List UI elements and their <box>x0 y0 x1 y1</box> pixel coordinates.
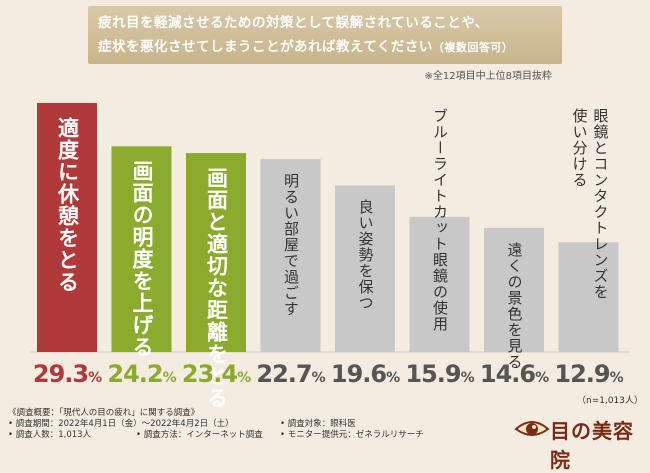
question-line-2: 症状を悪化させてしまうことがあれば教えてください <box>98 39 433 55</box>
value-label: 19.6% <box>325 360 405 388</box>
value-label: 12.9% <box>549 360 629 388</box>
value-unit: % <box>386 370 400 386</box>
value-unit: % <box>88 370 102 386</box>
value-number: 23.4 <box>181 360 238 388</box>
category-label-line: 使い分ける <box>570 108 589 188</box>
value-unit: % <box>460 370 475 386</box>
respondent-count: （n=1,013人） <box>577 396 644 406</box>
bar-6 <box>409 216 470 352</box>
value-number: 19.6 <box>330 360 387 388</box>
value-number: 29.3 <box>32 360 89 388</box>
value-number: 24.2 <box>107 360 163 388</box>
brand-logo: 目の美容院 <box>512 413 634 472</box>
category-label-line: 適度に休憩をとる <box>55 116 80 293</box>
value-label: 22.7% <box>251 360 331 388</box>
category-label-line: 良い姿勢を保つ <box>356 199 375 312</box>
category-label-line: 明るい部屋で過ごす <box>282 173 300 318</box>
survey-period: • 調査期間：2022年4月1日（金）～2022年4月2日（土） <box>8 419 234 429</box>
survey-target: • 調査対象：眼科医 <box>280 419 356 429</box>
value-label: 23.4% <box>176 360 256 388</box>
category-label: 遠くの景色を見る <box>505 242 524 370</box>
value-unit: % <box>162 370 177 386</box>
value-label: 24.2% <box>102 360 182 388</box>
eye-icon <box>514 421 550 436</box>
value-unit: % <box>609 370 624 386</box>
value-label: 14.6% <box>474 360 554 388</box>
value-unit: % <box>237 370 251 386</box>
survey-footer: 《調査概要：「現代人の目の疲れ」に関する調査》 • 調査期間：2022年4月1日… <box>8 408 508 441</box>
value-number: 15.9 <box>405 360 461 388</box>
logo-text: 目の美容院 <box>550 419 634 472</box>
bar-1 <box>37 102 97 352</box>
value-unit: % <box>535 370 549 386</box>
category-label-line: 遠くの景色を見る <box>505 241 524 370</box>
category-label: 良い姿勢を保つ <box>356 199 375 311</box>
category-label-line: 眼鏡とコンタクトレンズを <box>591 108 610 300</box>
value-number: 22.7 <box>256 360 312 388</box>
question-suffix: （複数回答可） <box>432 41 514 54</box>
category-label: 画面と適切な距離をとる <box>204 167 229 409</box>
bar-7 <box>484 227 544 352</box>
value-number: 14.6 <box>479 360 536 388</box>
category-label: ブルーライトカット眼鏡の使用 <box>430 108 449 332</box>
bar-2 <box>111 146 172 352</box>
survey-title: 《調査概要：「現代人の目の疲れ」に関する調査》 <box>8 408 200 418</box>
question-text: 疲れ目を軽減させるための対策として誤解されていることや、 症状を悪化させてしまう… <box>98 11 558 60</box>
survey-method: • 調査方法：インターネット調査 <box>136 430 263 440</box>
value-number: 12.9 <box>554 360 610 388</box>
value-label: 15.9% <box>400 360 480 388</box>
category-label: 適度に休憩をとる <box>55 117 80 293</box>
bar-5 <box>335 185 395 352</box>
bar-4 <box>260 159 321 352</box>
category-label-line: 画面の明度を上げる <box>130 160 154 359</box>
bar-chart <box>30 102 630 353</box>
category-label-line: 画面と適切な距離をとる <box>204 167 229 410</box>
bar-8 <box>558 242 619 352</box>
bar-3 <box>186 153 246 352</box>
category-label: 眼鏡とコンタクトレンズを 使い分ける <box>570 108 610 300</box>
category-label: 明るい部屋で過ごす <box>281 173 300 317</box>
value-unit: % <box>311 370 326 386</box>
category-label-line: ブルーライトカット眼鏡の使用 <box>431 108 449 332</box>
survey-count: • 調査人数：1,013人 <box>8 430 92 440</box>
question-banner: 疲れ目を軽減させるための対策として誤解されていることや、 症状を悪化させてしまう… <box>88 6 562 64</box>
category-label: 画面の明度を上げる <box>129 160 154 358</box>
note-text: ※全12項目中上位8項目抜粋 <box>424 71 552 82</box>
value-label: 29.3% <box>27 360 107 388</box>
survey-provider: • モニター提供元：ゼネラルリサーチ <box>280 430 424 440</box>
question-line-1: 疲れ目を軽減させるための対策として誤解されていることや、 <box>98 15 489 31</box>
